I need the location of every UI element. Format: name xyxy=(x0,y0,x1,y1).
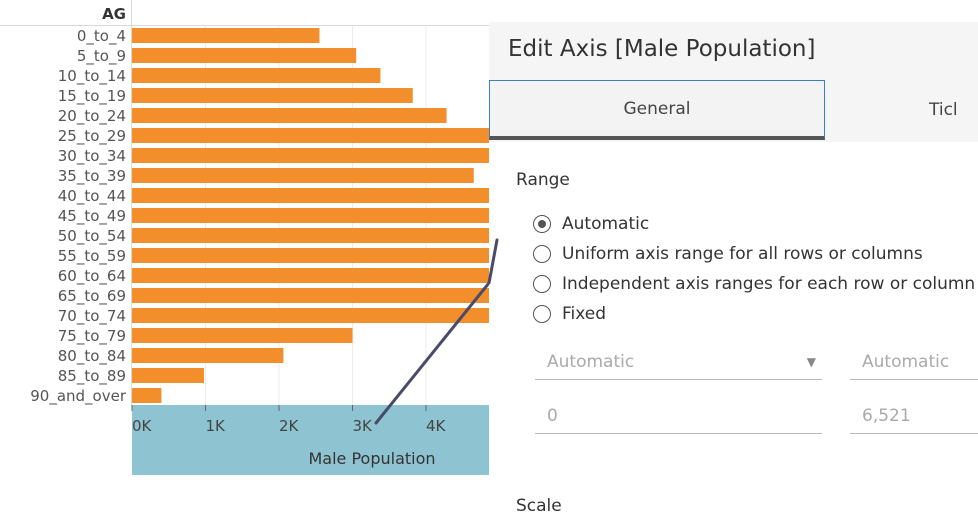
bar xyxy=(132,288,489,303)
range-end-input[interactable]: 6,521 xyxy=(850,398,978,434)
tick-label: 0K xyxy=(132,417,153,435)
category-label: 5_to_9 xyxy=(77,47,126,66)
radio-label: Fixed xyxy=(562,304,607,324)
bar xyxy=(132,168,474,183)
bar xyxy=(132,328,353,343)
dialog-header: Edit Axis [Male Population] xyxy=(489,22,978,80)
bar xyxy=(132,148,489,163)
bar xyxy=(132,388,162,403)
category-label: 25_to_29 xyxy=(58,127,126,146)
category-label: 65_to_69 xyxy=(58,287,126,306)
scale-heading: Scale xyxy=(516,496,562,516)
category-label: 80_to_84 xyxy=(58,347,126,366)
range-start-input-value: 0 xyxy=(547,405,558,426)
chevron-down-icon: ▼ xyxy=(806,355,816,369)
pointer-line-tip xyxy=(487,238,499,285)
radio-uniform[interactable]: Uniform axis range for all rows or colum… xyxy=(533,242,923,266)
range-start-select-value: Automatic xyxy=(547,351,635,372)
chart-area: AG 0_to_4 5_to_9 10_to_14 15_to_19 20_to_24 25… xyxy=(0,0,489,475)
radio-button[interactable] xyxy=(533,275,551,293)
radio-label: Uniform axis range for all rows or colum… xyxy=(562,244,923,264)
category-label: 60_to_64 xyxy=(58,267,126,286)
bar xyxy=(132,248,489,263)
radio-fixed[interactable]: Fixed xyxy=(533,302,606,326)
tick-label: 4K xyxy=(426,417,447,435)
category-label: 20_to_24 xyxy=(58,107,126,126)
range-end-input-value: 6,521 xyxy=(862,405,911,426)
category-label: 85_to_89 xyxy=(58,367,126,386)
bar xyxy=(132,128,489,143)
tab-ticks[interactable]: Ticl xyxy=(929,100,958,120)
range-start-input[interactable]: 0 xyxy=(535,398,822,434)
tab-general[interactable]: General xyxy=(489,80,825,140)
bar xyxy=(132,228,489,243)
edit-axis-dialog: Edit Axis [Male Population] General Ticl… xyxy=(489,22,978,530)
bar xyxy=(132,308,489,323)
radio-label: Automatic xyxy=(562,214,650,234)
bar xyxy=(132,28,320,43)
range-heading: Range xyxy=(516,170,570,190)
tab-bar: General Ticl xyxy=(489,80,978,142)
radio-automatic[interactable]: Automatic xyxy=(533,212,649,236)
category-label: 30_to_34 xyxy=(58,147,126,166)
bar xyxy=(132,208,489,223)
tick-label: 3K xyxy=(353,417,374,435)
dialog-top-spacer xyxy=(489,0,978,22)
category-label: 90_and_over xyxy=(30,387,127,406)
category-label: 0_to_4 xyxy=(77,27,126,46)
pointer-line-ext xyxy=(487,238,499,285)
radio-independent[interactable]: Independent axis ranges for each row or … xyxy=(533,272,975,296)
category-label: 50_to_54 xyxy=(58,227,126,246)
radio-button[interactable] xyxy=(533,305,551,323)
category-label: 55_to_59 xyxy=(58,247,126,266)
bar xyxy=(132,68,381,83)
dialog-title: Edit Axis [Male Population] xyxy=(508,36,816,62)
bar xyxy=(132,368,205,383)
bar xyxy=(132,88,413,103)
category-label: 15_to_19 xyxy=(58,87,126,106)
axis-band xyxy=(132,405,489,475)
category-label: 40_to_44 xyxy=(58,187,126,206)
bar xyxy=(132,268,489,283)
radio-button[interactable] xyxy=(533,245,551,263)
category-label: 10_to_14 xyxy=(58,67,126,86)
range-end-select[interactable]: Automatic xyxy=(850,344,978,380)
category-label: 75_to_79 xyxy=(58,327,126,346)
category-label: 45_to_49 xyxy=(58,207,126,226)
row-header-label: AG xyxy=(102,5,126,23)
bar xyxy=(132,48,357,63)
bar xyxy=(132,188,489,203)
range-start-select[interactable]: Automatic ▼ xyxy=(535,344,822,380)
bar xyxy=(132,348,284,363)
axis-title: Male Population xyxy=(308,449,435,468)
radio-button[interactable] xyxy=(533,215,551,233)
tick-label: 1K xyxy=(206,417,227,435)
bar xyxy=(132,108,447,123)
category-label: 70_to_74 xyxy=(58,307,126,326)
bar-chart: AG 0_to_45_to_910_to_1415_to_1920_to_2425… xyxy=(0,0,489,475)
radio-label: Independent axis ranges for each row or … xyxy=(562,274,976,294)
tick-label: 2K xyxy=(279,417,300,435)
range-end-select-value: Automatic xyxy=(862,351,950,372)
pointer-line xyxy=(374,281,489,425)
category-label: 35_to_39 xyxy=(58,167,126,186)
